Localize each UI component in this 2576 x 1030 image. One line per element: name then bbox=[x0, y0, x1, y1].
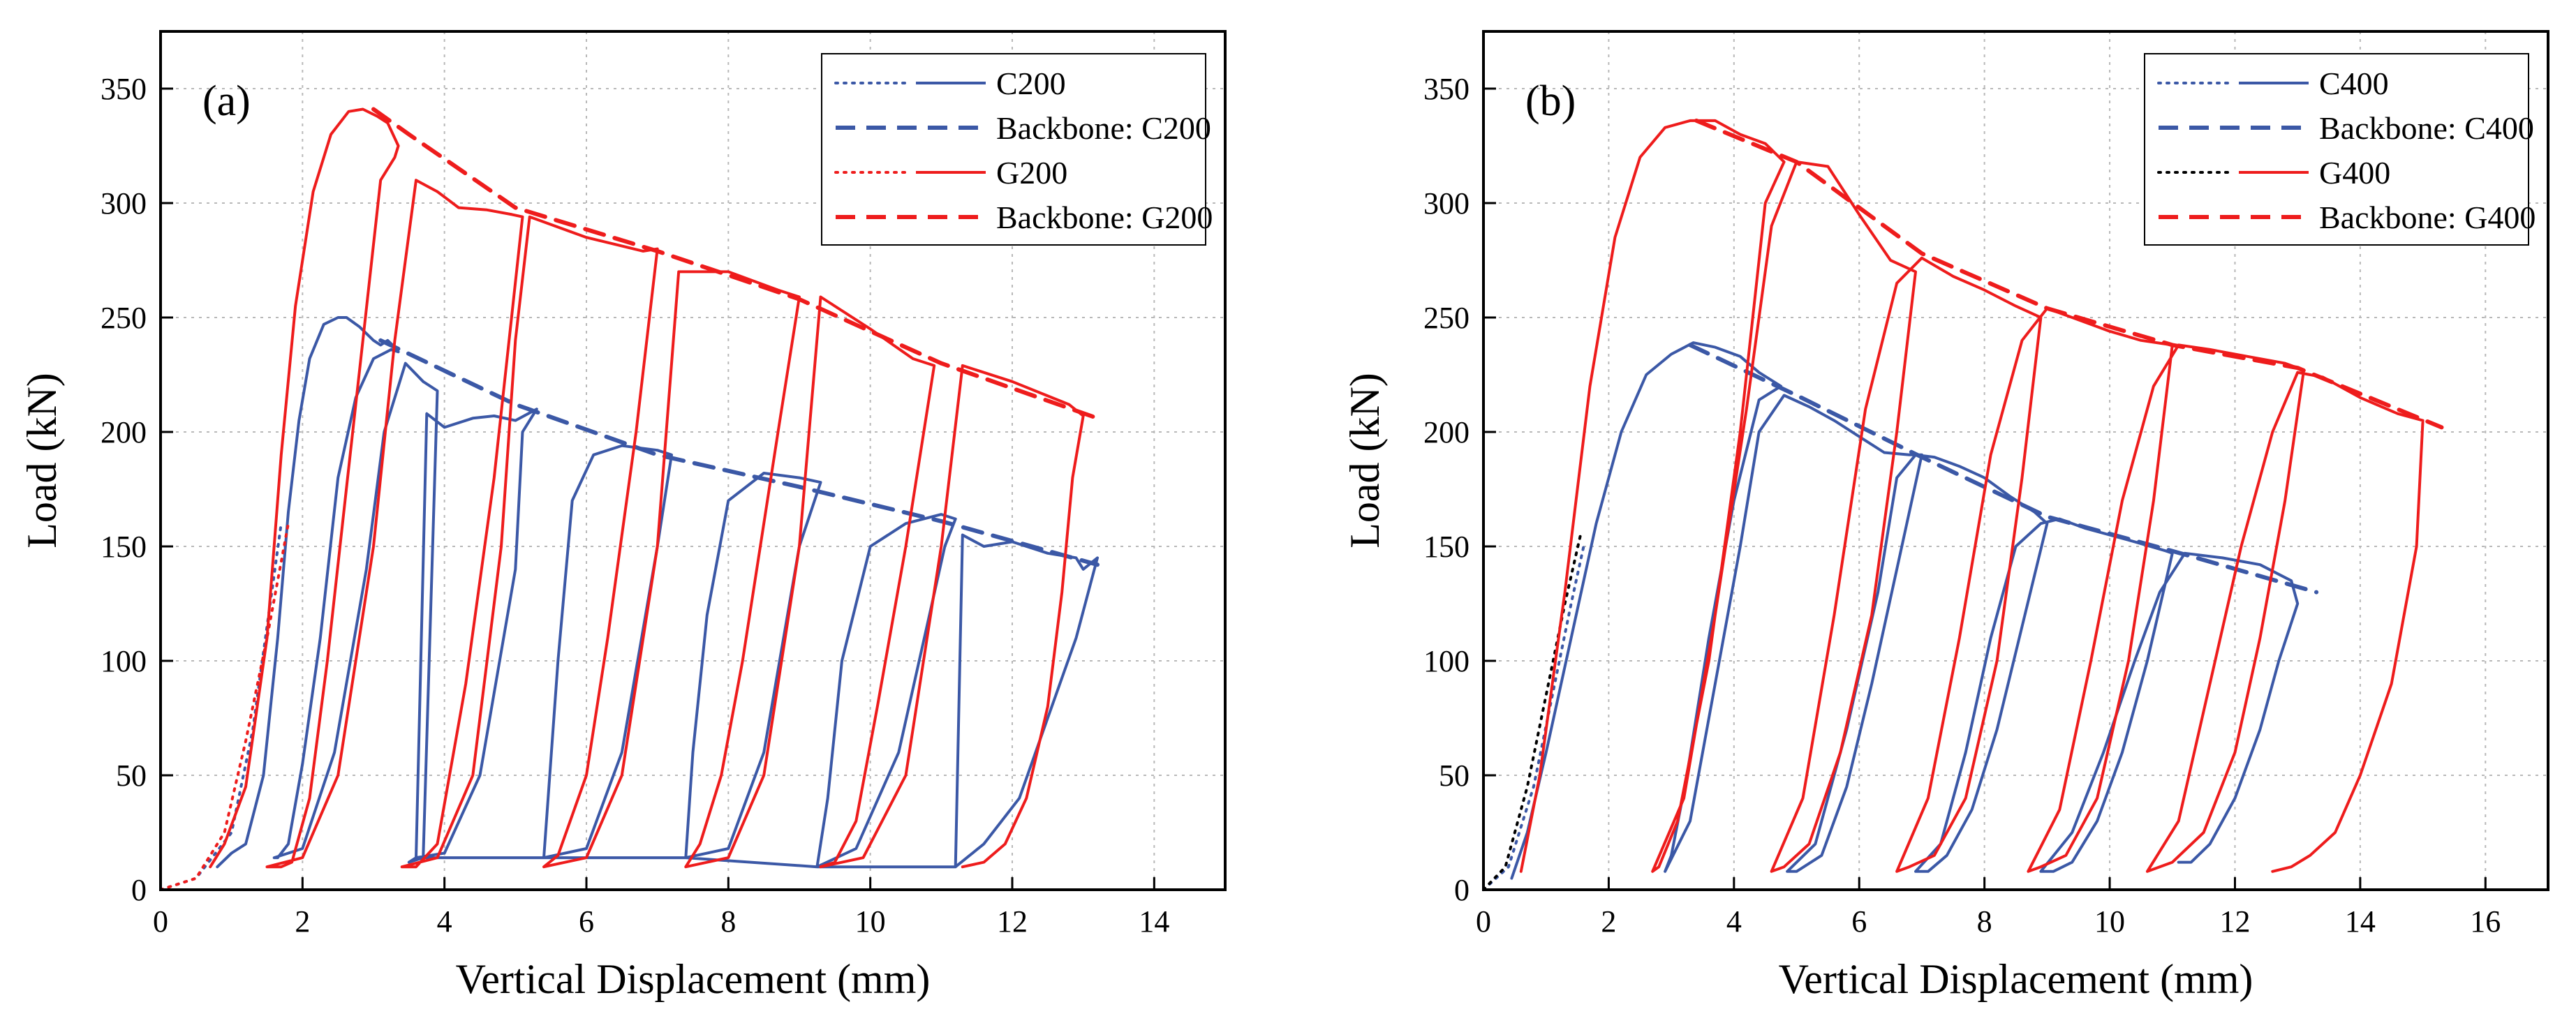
x-tick-label: 6 bbox=[1851, 904, 1867, 939]
y-tick-label: 0 bbox=[1454, 873, 1470, 907]
x-tick-label: 14 bbox=[2345, 904, 2376, 939]
x-tick-label: 10 bbox=[855, 904, 886, 939]
x-axis-title: Vertical Displacement (mm) bbox=[1779, 956, 2253, 1002]
legend-label-backbone-c200: Backbone: C200 bbox=[996, 110, 1211, 146]
series-line-g200-monotonic bbox=[159, 522, 290, 891]
legend-box bbox=[821, 53, 1206, 246]
legend-label-c400: C400 bbox=[2319, 66, 2389, 101]
x-tick-label: 12 bbox=[2219, 904, 2250, 939]
axis-ticks: 0 2 4 6 8 10 12 14 16 0 50 100 150 200 250 300 350 bbox=[1423, 72, 2501, 939]
data-series-group bbox=[1482, 118, 2444, 891]
series-line-c400-monotonic bbox=[1482, 545, 1585, 891]
chart-panel-a: 0 2 4 6 8 10 12 14 0 50 100 150 200 250 300 350 (a) Ver… bbox=[19, 30, 1227, 1002]
data-series-group bbox=[159, 107, 1100, 891]
series-line-g400-cyclic bbox=[1519, 119, 2425, 873]
series-line-backbone-g400 bbox=[1694, 118, 2444, 430]
series-line-g400-monotonic bbox=[1482, 533, 1582, 891]
x-tick-label: 2 bbox=[1601, 904, 1616, 939]
y-tick-label: 150 bbox=[101, 530, 147, 564]
legend-label-backbone-g200: Backbone: G200 bbox=[996, 200, 1213, 235]
axis-ticks: 0 2 4 6 8 10 12 14 0 50 100 150 200 250 300 350 bbox=[101, 72, 1169, 939]
y-tick-label: 100 bbox=[101, 644, 147, 678]
plot-frame bbox=[1482, 30, 2549, 891]
legend-label-backbone-g400: Backbone: G400 bbox=[2319, 200, 2536, 235]
x-tick-label: 4 bbox=[1726, 904, 1742, 939]
y-tick-label: 100 bbox=[1423, 644, 1470, 678]
legend: C200 Backbone: C200 G200 Backbone: G200 bbox=[821, 53, 1213, 246]
legend-samples bbox=[834, 82, 986, 219]
y-tick-label: 150 bbox=[1423, 530, 1470, 564]
plot-frame bbox=[159, 30, 1227, 891]
x-tick-label: 10 bbox=[2094, 904, 2125, 939]
y-tick-label: 300 bbox=[1423, 186, 1470, 221]
panel-label: (a) bbox=[202, 77, 251, 125]
y-tick-label: 50 bbox=[116, 759, 147, 793]
x-tick-label: 14 bbox=[1139, 904, 1169, 939]
x-tick-label: 0 bbox=[1476, 904, 1491, 939]
x-tick-label: 16 bbox=[2470, 904, 2501, 939]
legend: C400 Backbone: C400 G400 Backbone: G400 bbox=[2144, 53, 2536, 246]
y-axis-title: Load (kN) bbox=[19, 373, 65, 548]
series-line-g200-cyclic bbox=[209, 107, 1085, 869]
legend-label-c200: C200 bbox=[996, 66, 1066, 101]
chart-panel-b: 0 2 4 6 8 10 12 14 16 0 50 100 150 200 250 300 350 (b) V… bbox=[1342, 30, 2549, 1002]
y-tick-label: 250 bbox=[1423, 301, 1470, 335]
x-tick-label: 0 bbox=[153, 904, 168, 939]
y-axis-title: Load (kN) bbox=[1342, 373, 1388, 548]
series-line-backbone-c200 bbox=[378, 338, 1100, 567]
y-tick-label: 250 bbox=[101, 301, 147, 335]
y-tick-label: 200 bbox=[101, 415, 147, 449]
x-tick-label: 8 bbox=[720, 904, 736, 939]
x-axis-title: Vertical Displacement (mm) bbox=[456, 956, 931, 1002]
y-tick-label: 50 bbox=[1439, 759, 1470, 793]
x-tick-label: 2 bbox=[295, 904, 310, 939]
legend-label-g200: G200 bbox=[996, 155, 1067, 191]
x-tick-label: 4 bbox=[437, 904, 452, 939]
x-tick-label: 12 bbox=[997, 904, 1028, 939]
y-tick-label: 350 bbox=[101, 72, 147, 106]
x-tick-label: 8 bbox=[1977, 904, 1992, 939]
y-tick-label: 350 bbox=[1423, 72, 1470, 106]
x-tick-label: 6 bbox=[579, 904, 594, 939]
legend-box bbox=[2144, 53, 2529, 246]
legend-samples bbox=[2157, 82, 2309, 219]
legend-label-g400: G400 bbox=[2319, 155, 2390, 191]
y-tick-label: 300 bbox=[101, 186, 147, 221]
series-line-backbone-g200 bbox=[371, 107, 1100, 421]
y-tick-label: 0 bbox=[131, 873, 147, 907]
legend-label-backbone-c400: Backbone: C400 bbox=[2319, 110, 2534, 146]
y-tick-label: 200 bbox=[1423, 415, 1470, 449]
panel-label: (b) bbox=[1525, 77, 1576, 125]
